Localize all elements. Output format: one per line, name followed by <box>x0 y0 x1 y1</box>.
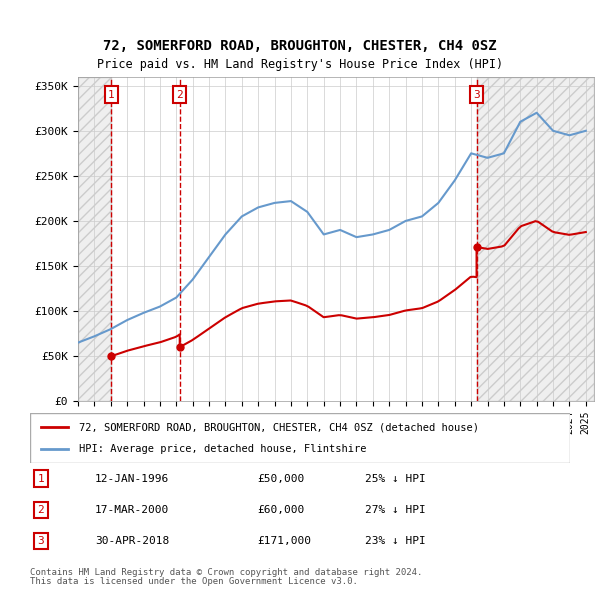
Text: 72, SOMERFORD ROAD, BROUGHTON, CHESTER, CH4 0SZ (detached house): 72, SOMERFORD ROAD, BROUGHTON, CHESTER, … <box>79 422 479 432</box>
Text: Price paid vs. HM Land Registry's House Price Index (HPI): Price paid vs. HM Land Registry's House … <box>97 58 503 71</box>
Bar <box>476 77 594 401</box>
Text: 23% ↓ HPI: 23% ↓ HPI <box>365 536 425 546</box>
Text: £50,000: £50,000 <box>257 474 304 484</box>
Text: £171,000: £171,000 <box>257 536 311 546</box>
Text: 1: 1 <box>37 474 44 484</box>
Text: This data is licensed under the Open Government Licence v3.0.: This data is licensed under the Open Gov… <box>30 577 358 586</box>
Text: 17-MAR-2000: 17-MAR-2000 <box>95 505 169 515</box>
FancyBboxPatch shape <box>30 413 570 463</box>
Text: 1: 1 <box>108 90 115 100</box>
Bar <box>476 77 594 401</box>
Text: £60,000: £60,000 <box>257 505 304 515</box>
Text: 3: 3 <box>37 536 44 546</box>
Text: 25% ↓ HPI: 25% ↓ HPI <box>365 474 425 484</box>
Text: 12-JAN-1996: 12-JAN-1996 <box>95 474 169 484</box>
Text: 2: 2 <box>37 505 44 515</box>
Text: 3: 3 <box>473 90 480 100</box>
Text: HPI: Average price, detached house, Flintshire: HPI: Average price, detached house, Flin… <box>79 444 366 454</box>
Bar <box>78 77 112 401</box>
Text: 72, SOMERFORD ROAD, BROUGHTON, CHESTER, CH4 0SZ: 72, SOMERFORD ROAD, BROUGHTON, CHESTER, … <box>103 39 497 53</box>
Text: 30-APR-2018: 30-APR-2018 <box>95 536 169 546</box>
Text: 27% ↓ HPI: 27% ↓ HPI <box>365 505 425 515</box>
Text: 2: 2 <box>176 90 183 100</box>
Text: Contains HM Land Registry data © Crown copyright and database right 2024.: Contains HM Land Registry data © Crown c… <box>30 568 422 577</box>
Bar <box>78 77 112 401</box>
